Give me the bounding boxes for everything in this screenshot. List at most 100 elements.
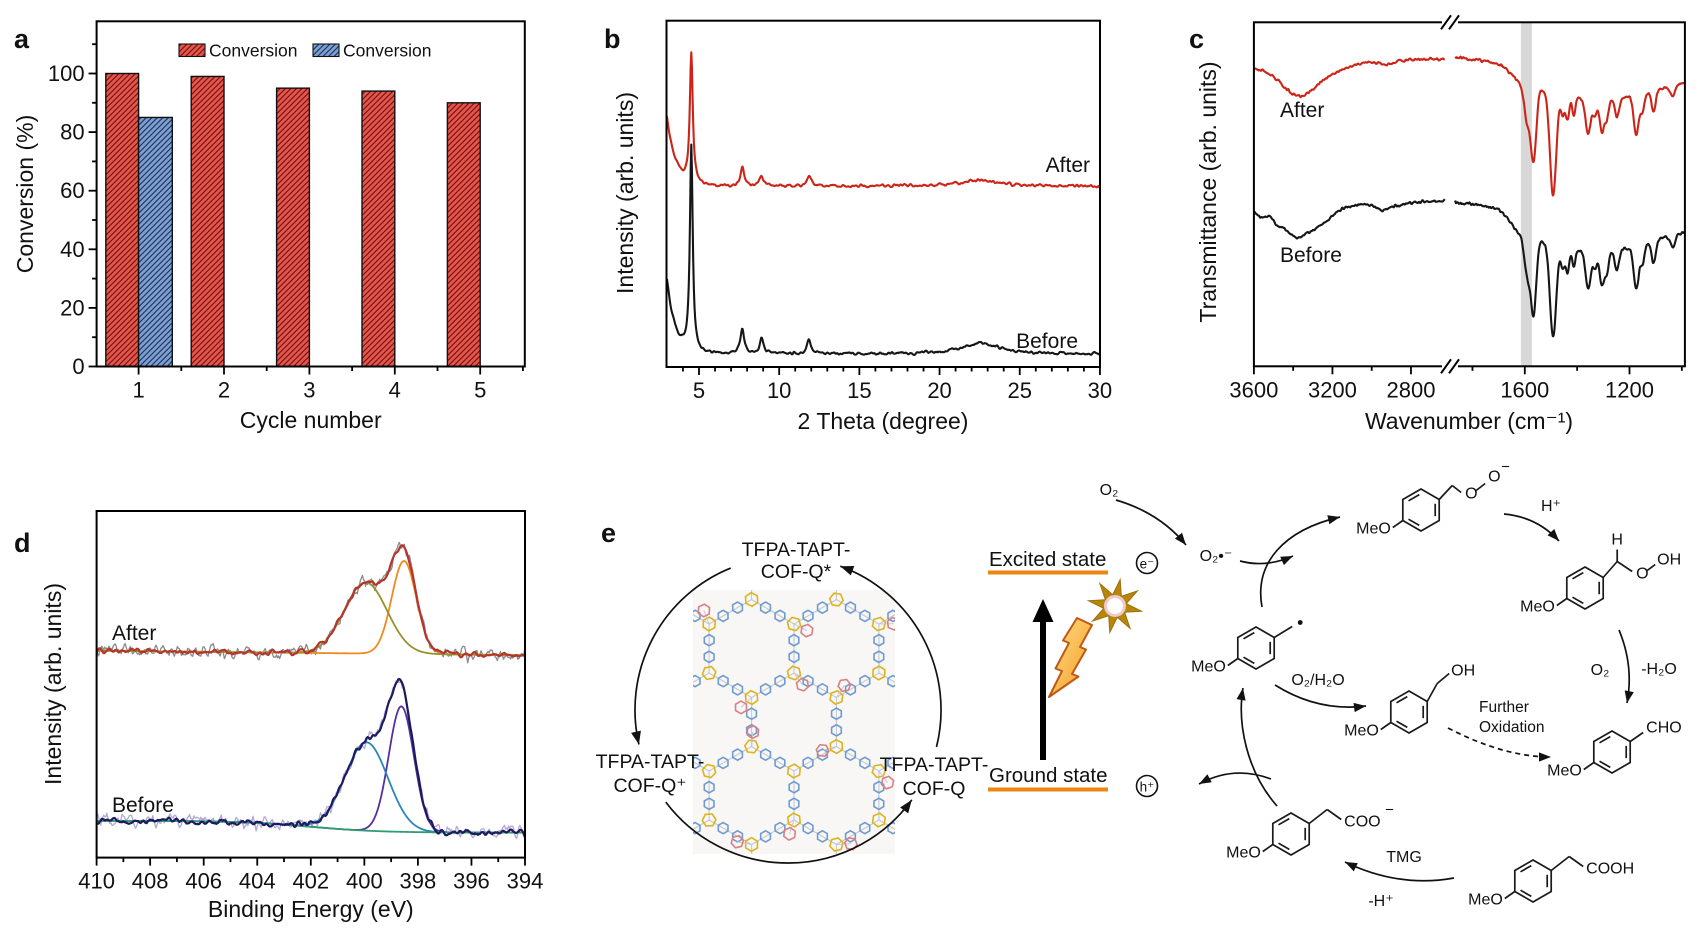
cof-ring (873, 650, 885, 664)
cof-ring (887, 674, 895, 688)
y-axis-title: Intensity (arb. units) (40, 583, 66, 785)
cof-ring (868, 926, 881, 937)
cof-ring (886, 616, 895, 631)
cof-ring (690, 904, 700, 915)
cof-ring (731, 748, 744, 762)
cof-bond (709, 894, 752, 919)
bond (1326, 808, 1342, 821)
cof-ring (917, 725, 927, 736)
cho-label: CHO (1646, 720, 1682, 737)
cof-ring (746, 724, 760, 740)
cof-ring (887, 756, 895, 770)
cof-bond (708, 819, 752, 845)
line-shape (667, 593, 680, 600)
bond (1227, 657, 1239, 667)
x-tick-label: 408 (132, 869, 169, 894)
cof-ring (693, 674, 701, 688)
cof-ring (662, 708, 672, 719)
cof-ring (837, 678, 852, 693)
cycle-arc (840, 565, 942, 748)
bond (1308, 808, 1328, 825)
panel-d-xps-chart: 410 408 406 404 402 400 398 396 394 Binding Energ… (0, 460, 580, 938)
cof-ring (718, 904, 728, 915)
cof-ring (802, 674, 814, 688)
arrowhead (900, 799, 912, 814)
minus-h-label: -H⁺ (1368, 893, 1393, 910)
line-shape (1243, 631, 1255, 640)
panel-a-bar-chart: 0 20 40 60 80 100 1 2 3 4 5 Cycle number Conversion … (0, 0, 560, 460)
cof-ring (871, 812, 887, 828)
meo-label: MeO (1468, 892, 1503, 909)
cycle-label-top-2: COF-Q* (761, 561, 832, 583)
cof-ring (888, 904, 898, 915)
cof-bond (836, 672, 880, 698)
x-axis-title: Wavenumber (cm⁻¹) (1365, 408, 1573, 434)
bar-hatch (138, 117, 173, 367)
cof-ring (647, 695, 659, 707)
bond (1436, 672, 1450, 685)
cof-ring (957, 618, 970, 631)
cof-ring (959, 651, 969, 662)
cof-ring (702, 616, 717, 632)
cycle-label-left-2: COF-Q⁺ (613, 775, 686, 797)
cof-ring (887, 609, 895, 623)
ground-state-label: Ground state (989, 764, 1108, 787)
cof-bond (751, 672, 795, 698)
meo-label: MeO (1520, 599, 1555, 616)
cof-ring (915, 887, 928, 900)
line-shape (653, 698, 667, 702)
cof-ring (843, 837, 859, 851)
bond (1262, 843, 1274, 853)
line-shape (751, 732, 754, 747)
cof-ring (917, 708, 927, 719)
line-shape (619, 660, 625, 673)
cof-ring (859, 756, 871, 770)
cof-ring (693, 756, 701, 770)
line-shape (793, 672, 803, 685)
curve-label-after: After (1280, 99, 1324, 122)
cof-ring (703, 650, 715, 664)
cof-ring (903, 684, 913, 695)
cof-ring (744, 591, 759, 608)
cof-ring (931, 831, 941, 842)
excited-state-label: Excited state (989, 548, 1106, 571)
x-tick-label: 1 (132, 378, 144, 403)
cof-bond (751, 746, 795, 772)
bond (1273, 625, 1293, 639)
xrd-curve-before (665, 143, 1101, 357)
cof-ring (788, 797, 800, 811)
cof-ring (832, 578, 842, 589)
cof-bond (878, 761, 895, 772)
meo-label: MeO (1344, 723, 1379, 740)
path-shape (1401, 488, 1441, 532)
meo-label: MeO (1547, 763, 1582, 780)
x-tick-label: 404 (239, 869, 276, 894)
cof-ring (915, 544, 927, 558)
xps-component-after-1 (96, 560, 526, 657)
hole-circle (1135, 774, 1159, 798)
line-shape (915, 831, 921, 844)
cof-ring (846, 896, 856, 907)
cof-ring (917, 578, 927, 589)
x-axis-title: 2 Theta (degree) (798, 408, 969, 434)
axis-break-gap (1442, 19, 1458, 25)
x-tick-label: 3600 (1229, 377, 1278, 402)
cof-ring (774, 756, 786, 770)
x-tick-label: 3200 (1308, 377, 1357, 402)
cof-ring (759, 829, 772, 843)
cof-bond (794, 894, 836, 919)
cof-ring (868, 534, 880, 546)
cof-ring (816, 601, 829, 615)
line-shape (878, 770, 888, 783)
cof-ring (619, 635, 629, 646)
cof-ring (901, 688, 913, 701)
arrowhead (631, 730, 641, 745)
excitation-arrow-head (1032, 599, 1054, 622)
g-shape (619, 526, 970, 937)
line-shape (874, 526, 879, 540)
line-shape (624, 808, 632, 820)
curve-label-before: Before (1016, 330, 1078, 353)
rect-shape (179, 44, 205, 57)
o2-label: O₂ (1100, 482, 1119, 499)
bar-hatch (105, 73, 139, 367)
